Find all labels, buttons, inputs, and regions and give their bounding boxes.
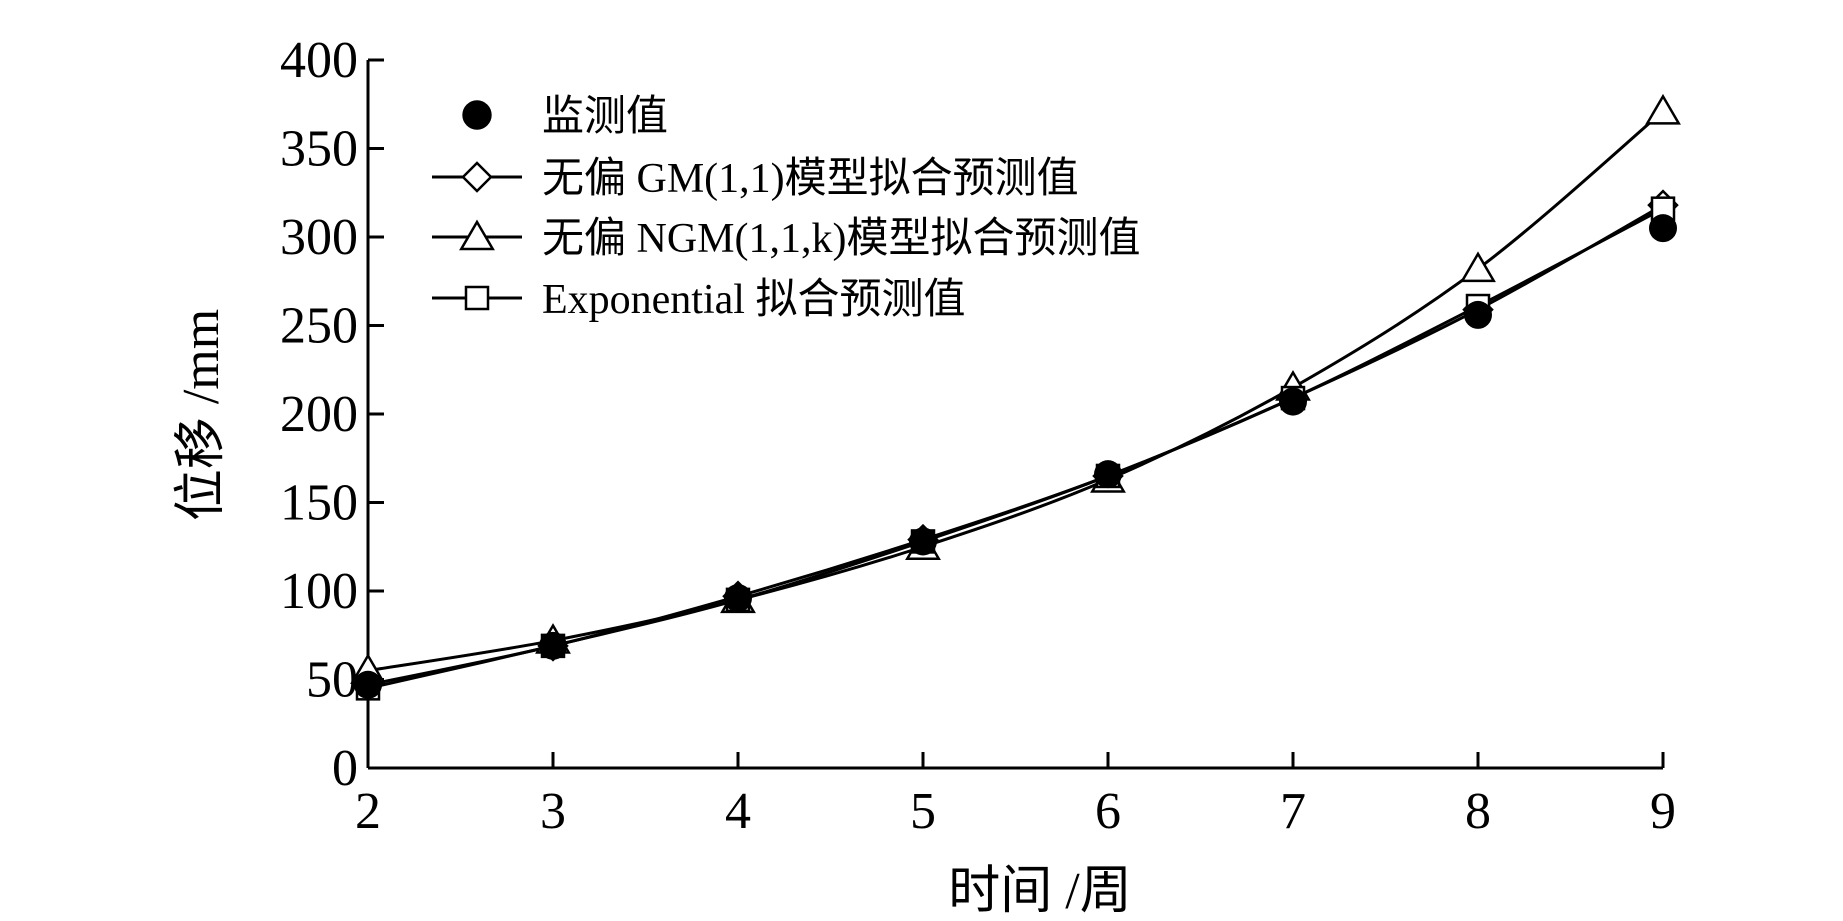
- data-point: [354, 670, 382, 699]
- data-point: [909, 527, 937, 556]
- series-filled-circle: [354, 214, 1677, 699]
- data-point: [1094, 460, 1122, 489]
- series-layer: [350, 93, 1681, 701]
- y-tick-label: 250: [280, 298, 358, 355]
- y-tick-label: 300: [280, 209, 358, 266]
- data-point: [1464, 300, 1492, 329]
- data-point: [1645, 93, 1681, 125]
- y-tick-label: 100: [280, 563, 358, 620]
- series-line: [367, 207, 1664, 690]
- x-tick-label: 7: [1280, 783, 1306, 840]
- y-tick-label: 0: [332, 740, 358, 797]
- axes: 0 50 100 150 200 250 300 350 400 2 3 4 5 6 7 8 9: [280, 32, 1676, 840]
- y-tick-label: 400: [280, 32, 358, 89]
- legend-marker: [459, 219, 495, 251]
- legend-label: Exponential 拟合预测值: [542, 277, 965, 323]
- x-tick-label: 9: [1650, 783, 1676, 840]
- data-point: [724, 584, 752, 613]
- y-tick-label: 350: [280, 121, 358, 178]
- x-tick-label: 5: [910, 783, 936, 840]
- legend-label: 无偏 GM(1,1)模型拟合预测值: [542, 156, 1079, 202]
- x-axis-label: 时间 /周: [948, 863, 1131, 920]
- data-point: [539, 631, 567, 660]
- y-tick-label: 50: [306, 652, 358, 709]
- legend-entry: 无偏 NGM(1,1,k)模型拟合预测值: [432, 216, 1140, 262]
- legend-entry: 无偏 GM(1,1)模型拟合预测值: [432, 156, 1079, 202]
- y-axis-label: 位移 /mm: [173, 309, 230, 521]
- y-tick-label: 200: [280, 386, 358, 443]
- x-tick-label: 4: [725, 783, 751, 840]
- x-tick-label: 2: [355, 783, 381, 840]
- data-point: [1460, 251, 1496, 283]
- data-point: [1279, 387, 1307, 416]
- x-tick-label: 8: [1465, 783, 1491, 840]
- legend-label: 监测值: [542, 94, 668, 140]
- y-tick-label: 150: [280, 475, 358, 532]
- legend-entry: Exponential 拟合预测值: [432, 277, 965, 323]
- legend-marker: [464, 285, 490, 311]
- legend-marker: [461, 161, 493, 193]
- x-tick-label: 3: [540, 783, 566, 840]
- legend-label: 无偏 NGM(1,1,k)模型拟合预测值: [542, 216, 1140, 262]
- legend-marker: [462, 100, 492, 130]
- legend-entry: 监测值: [462, 94, 668, 140]
- data-point: [1649, 214, 1677, 243]
- x-tick-label: 6: [1095, 783, 1121, 840]
